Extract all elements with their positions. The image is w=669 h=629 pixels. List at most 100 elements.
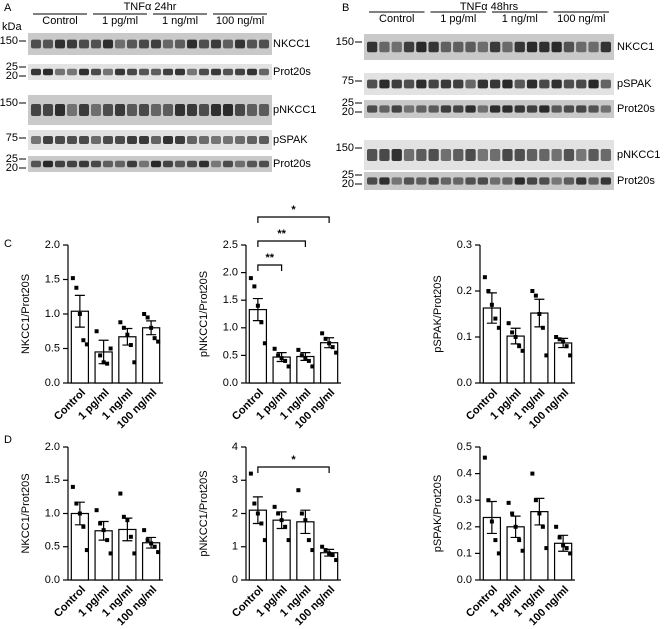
blot-band	[465, 105, 476, 113]
data-point	[303, 518, 308, 523]
data-point	[482, 275, 487, 280]
data-point	[496, 325, 501, 330]
panel-label: D	[4, 434, 12, 446]
blot-band	[526, 105, 538, 113]
data-point	[327, 341, 332, 346]
blot-band	[151, 39, 161, 49]
group-label: 1 pg/ml	[440, 13, 476, 25]
marker-label: 25	[6, 61, 18, 73]
data-point	[327, 551, 332, 556]
blot-band	[211, 39, 221, 49]
blot-band	[55, 39, 65, 49]
blot-band	[199, 68, 209, 76]
y-tick-label: 2.0	[45, 441, 60, 453]
blot-band	[127, 136, 137, 144]
y-tick-label: 0.5	[45, 541, 60, 553]
blot-band	[600, 41, 611, 53]
y-tick-label: 3	[232, 474, 238, 486]
data-point	[506, 321, 511, 326]
data-point	[299, 511, 304, 516]
data-point	[513, 524, 518, 529]
data-point	[142, 312, 147, 316]
blot-band	[103, 68, 113, 76]
blot-band	[477, 177, 488, 185]
data-point	[283, 358, 288, 363]
blot-band	[163, 68, 173, 76]
panel-label: B	[342, 2, 349, 14]
blot-band	[514, 105, 525, 113]
blot-band	[247, 160, 257, 168]
data-point	[530, 471, 535, 476]
blot-band	[175, 68, 185, 76]
data-point	[152, 544, 157, 549]
data-point	[108, 551, 113, 556]
blot-band	[428, 41, 439, 53]
blot-band	[367, 105, 378, 113]
blot-band	[453, 177, 464, 185]
blot-band	[563, 105, 575, 113]
blot-band	[539, 79, 550, 89]
error-bar	[74, 294, 85, 328]
blot-band	[163, 160, 173, 168]
data-point	[486, 498, 491, 503]
blot-band	[139, 136, 149, 144]
data-point	[255, 303, 260, 308]
data-point	[84, 342, 89, 347]
blot-row-label: pSPAK	[617, 78, 652, 90]
y-tick-label: 0.3	[457, 494, 472, 506]
data-point	[283, 524, 288, 529]
blot-band	[576, 177, 587, 185]
data-point	[310, 364, 315, 369]
blot-band	[600, 79, 611, 89]
blot-band	[453, 105, 464, 113]
blot-band	[175, 136, 185, 144]
y-tick-label: 4	[232, 441, 238, 453]
blot-strip	[364, 100, 614, 118]
data-point	[306, 358, 311, 363]
data-point	[544, 546, 549, 551]
y-tick-label: 0	[232, 574, 238, 586]
blot-band	[502, 41, 513, 53]
y-tick-label: 1	[232, 541, 238, 553]
data-point	[493, 316, 498, 321]
blot-band	[367, 79, 378, 89]
blot-band	[187, 136, 197, 144]
blot-band	[187, 160, 197, 168]
blot-band	[465, 79, 476, 89]
data-point	[279, 356, 284, 361]
significance-label: **	[277, 228, 286, 240]
blot-band	[379, 177, 390, 185]
data-point	[330, 553, 335, 558]
blot-band	[576, 149, 587, 161]
blot-band	[211, 104, 221, 116]
blot-band	[416, 177, 427, 185]
data-point	[125, 518, 130, 523]
data-point	[94, 508, 99, 513]
data-point	[564, 546, 569, 551]
blot-band	[163, 39, 173, 49]
blot-band	[31, 68, 41, 76]
data-point	[276, 511, 281, 516]
blot-band	[67, 68, 77, 76]
blot-band	[514, 79, 525, 89]
data-point	[74, 501, 79, 506]
blot-band	[79, 136, 89, 144]
data-point	[70, 276, 75, 281]
blot-band	[211, 136, 221, 144]
data-point	[145, 315, 150, 320]
data-point	[152, 336, 157, 341]
data-point	[156, 339, 161, 344]
blot-band	[55, 136, 65, 144]
data-point	[564, 344, 569, 349]
blot-band	[416, 105, 427, 113]
blot-band	[551, 177, 562, 185]
blot-band	[440, 41, 452, 53]
data-point	[98, 353, 103, 358]
blot-band	[490, 79, 501, 89]
data-point	[81, 524, 86, 529]
blot-band	[103, 160, 113, 168]
y-tick-label: 0.0	[223, 377, 238, 389]
data-point	[561, 543, 566, 548]
significance-bracket	[257, 240, 306, 247]
data-point	[513, 335, 518, 339]
